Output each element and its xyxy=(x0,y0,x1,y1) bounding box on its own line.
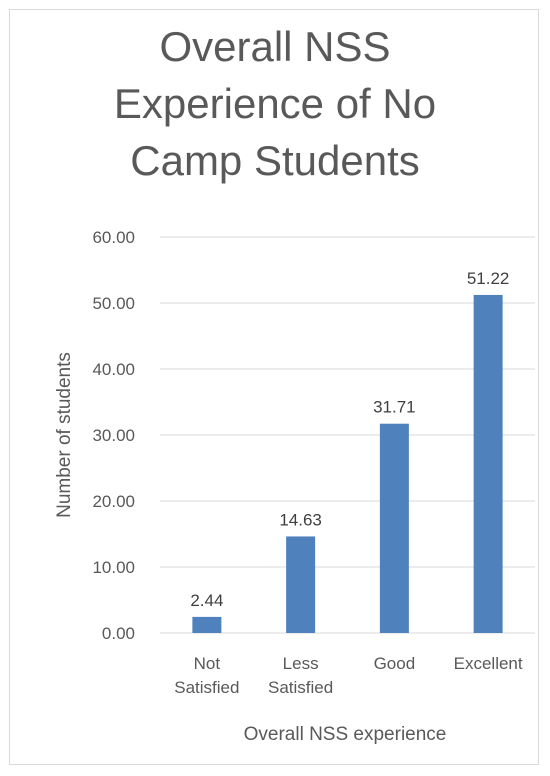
y-axis-title: Number of students xyxy=(54,352,75,518)
bar xyxy=(473,294,503,633)
data-label: 31.71 xyxy=(373,398,416,417)
y-tick-label: 0.00 xyxy=(102,624,135,643)
x-tick-label: Excellent xyxy=(454,654,523,673)
bar xyxy=(379,423,409,633)
y-tick-label: 50.00 xyxy=(92,294,135,313)
y-tick-labels: 0.00 10.00 20.00 30.00 40.00 50.00 60.00 xyxy=(92,228,135,643)
bar xyxy=(192,616,222,633)
x-axis-title: Overall NSS experience xyxy=(244,724,447,745)
y-tick-label: 30.00 xyxy=(92,426,135,445)
x-tick-label: Good xyxy=(374,654,416,673)
x-tick-label: Satisfied xyxy=(268,678,333,697)
data-labels: 2.44 14.63 31.71 51.22 xyxy=(190,269,509,610)
bar xyxy=(286,536,316,633)
data-label: 51.22 xyxy=(467,269,510,288)
chart-frame: Overall NSS Experience of No Camp Studen… xyxy=(9,9,539,765)
y-tick-label: 40.00 xyxy=(92,360,135,379)
y-tick-label: 20.00 xyxy=(92,492,135,511)
y-tick-label: 10.00 xyxy=(92,558,135,577)
gridlines xyxy=(160,236,535,634)
data-label: 14.63 xyxy=(279,510,322,529)
x-tick-label: Less xyxy=(283,654,319,673)
x-tick-labels: Not Satisfied Less Satisfied Good Excellent xyxy=(174,654,523,697)
chart-title: Overall NSS Experience of No Camp Studen… xyxy=(113,23,437,184)
data-label: 2.44 xyxy=(190,591,223,610)
bars xyxy=(192,294,503,633)
x-tick-label: Not xyxy=(194,654,221,673)
y-tick-label: 60.00 xyxy=(92,228,135,247)
x-tick-label: Satisfied xyxy=(174,678,239,697)
